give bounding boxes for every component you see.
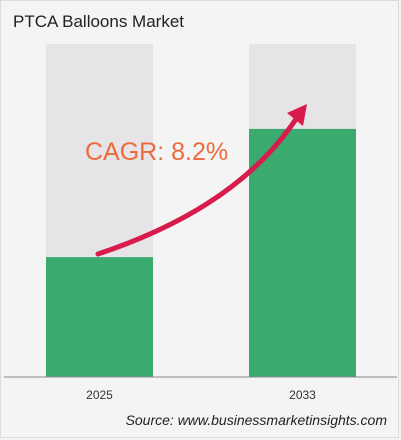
cagr-arrow — [95, 113, 301, 257]
chart-title: PTCA Balloons Market — [13, 12, 185, 31]
cagr-label: CAGR: 8.2% — [85, 138, 228, 166]
source-note: Source: www.businessmarketinsights.com — [125, 412, 387, 428]
bar-2033 — [249, 128, 356, 377]
cagr-arrowhead-icon — [287, 104, 307, 126]
bar-2025 — [46, 257, 153, 377]
x-tick-label-2033: 2033 — [289, 388, 316, 402]
x-tick-label-2025: 2025 — [86, 388, 113, 402]
